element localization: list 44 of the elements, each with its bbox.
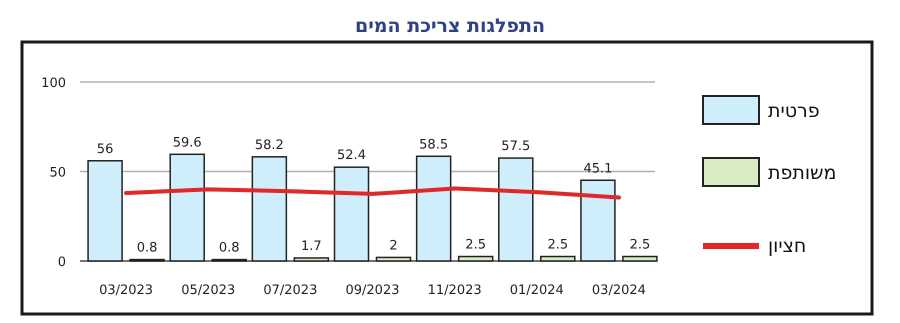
legend-item: משותפת — [702, 157, 836, 187]
x-tick-label: 11/2023 — [428, 283, 482, 298]
bar — [376, 256, 412, 262]
bar — [294, 257, 330, 262]
bar — [87, 160, 123, 262]
x-tick-label: 03/2023 — [99, 283, 154, 298]
legend-label: משותפת — [768, 162, 836, 184]
data-label: 57.5 — [501, 139, 530, 154]
data-label: 56 — [96, 142, 114, 157]
data-label: 59.6 — [172, 135, 202, 150]
y-tick-label: 50 — [49, 166, 66, 180]
bar — [334, 166, 370, 262]
bar — [416, 156, 452, 262]
y-tick-label: 0 — [58, 255, 66, 270]
x-tick-label: 05/2023 — [181, 283, 236, 298]
data-label: 2 — [389, 238, 398, 254]
line-series — [124, 186, 621, 200]
legend-label: פרטית — [768, 100, 820, 122]
bar — [498, 157, 534, 262]
bar — [458, 256, 494, 262]
data-label: 2.5 — [465, 238, 486, 253]
data-label: 0.8 — [136, 240, 158, 256]
x-tick-label: 09/2023 — [345, 283, 400, 298]
data-label: 0.8 — [218, 240, 240, 256]
data-label: 58.5 — [419, 137, 448, 152]
legend-item: חציון — [703, 235, 806, 257]
x-tick-label: 07/2023 — [263, 283, 318, 298]
data-label: 1.7 — [301, 238, 322, 254]
bar — [622, 256, 658, 262]
legend-label: חציון — [768, 235, 806, 257]
legend-item: פרטית — [702, 95, 820, 125]
bar — [580, 180, 616, 262]
bar — [540, 256, 576, 262]
x-tick-label: 01/2024 — [510, 283, 564, 298]
data-label: 2.5 — [547, 238, 568, 253]
y-tick-label: 100 — [41, 76, 66, 91]
bar — [252, 156, 288, 262]
chart-title: התפלגות צריכת המים — [354, 15, 546, 37]
data-label: 45.1 — [583, 161, 612, 176]
data-label: 2.5 — [630, 238, 650, 253]
x-tick-label: 03/2024 — [592, 283, 646, 298]
data-label: 58.2 — [254, 138, 284, 153]
bar — [169, 154, 205, 262]
data-label: 52.4 — [337, 148, 366, 164]
